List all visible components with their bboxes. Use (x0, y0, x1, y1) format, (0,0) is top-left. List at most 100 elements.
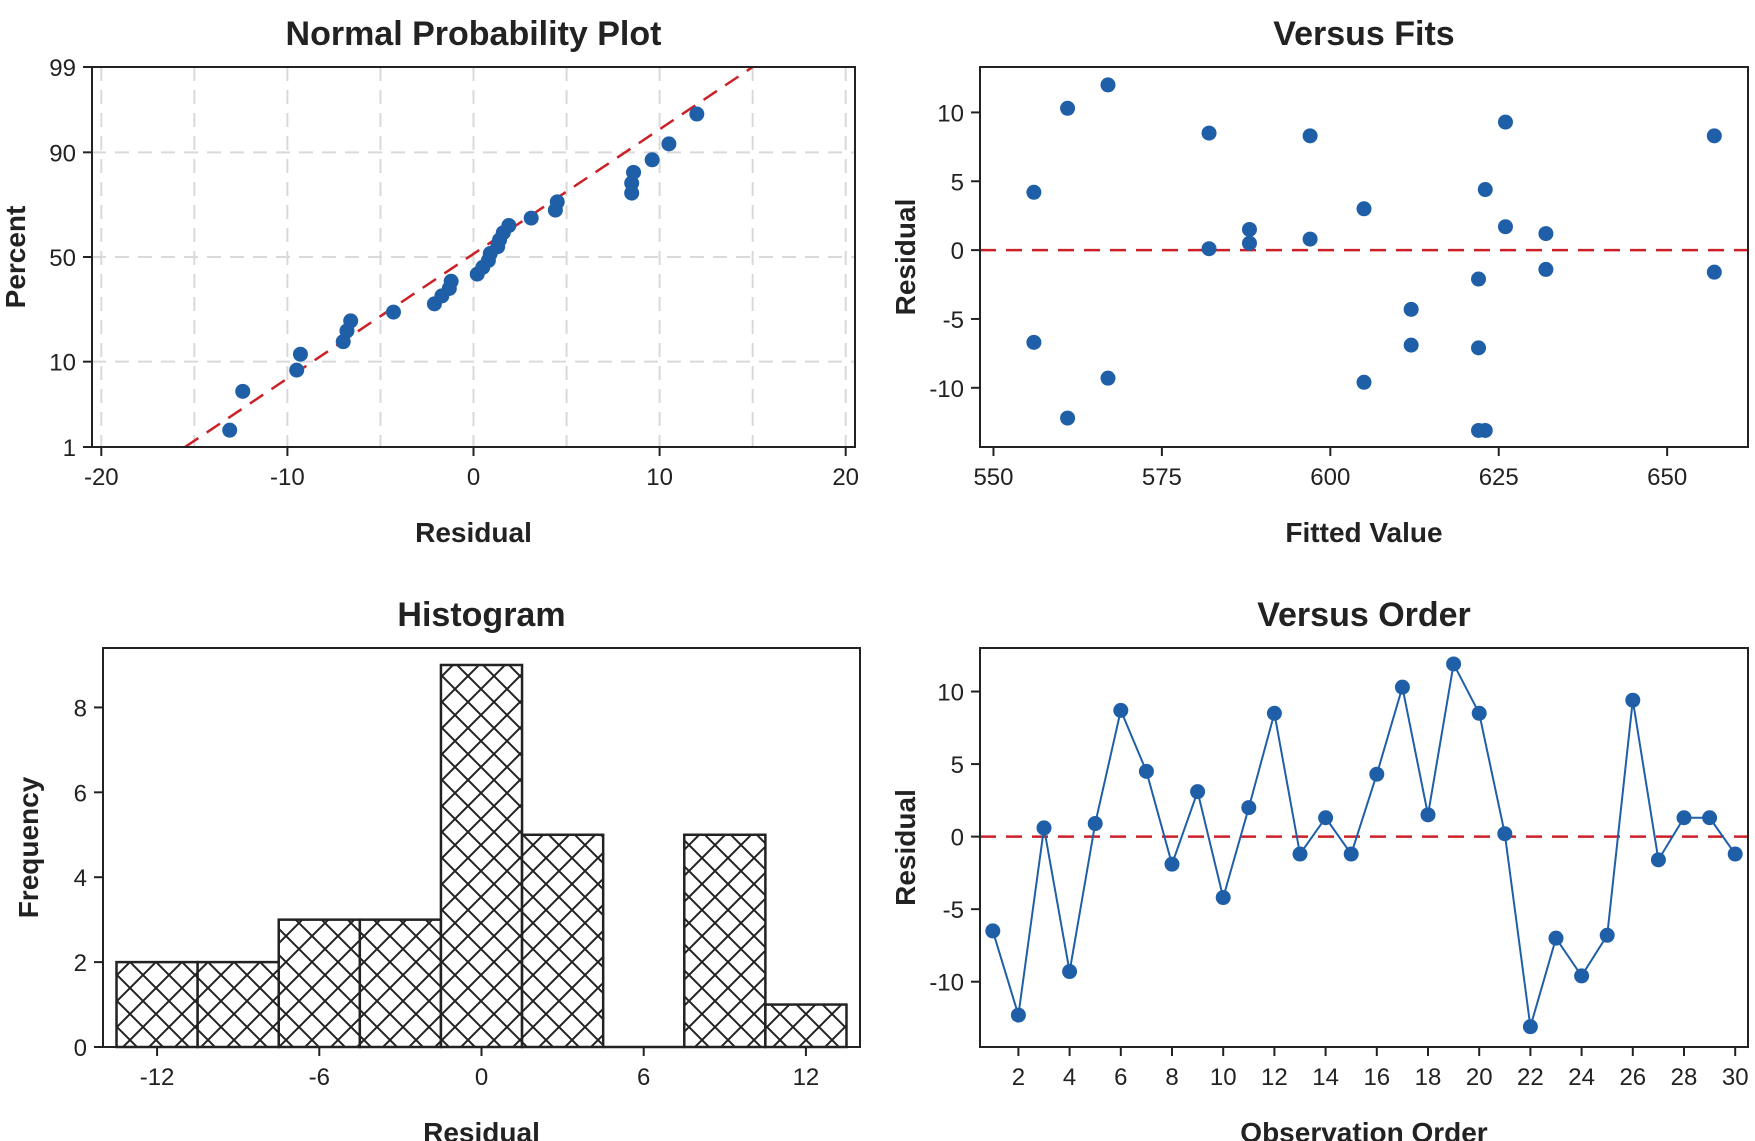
data-point (1201, 241, 1217, 257)
data-point (1138, 763, 1154, 779)
data-point (1241, 800, 1257, 816)
y-tick-label: 90 (49, 140, 76, 167)
histogram-bar (277, 918, 362, 1049)
data-point (626, 164, 642, 180)
data-point (443, 273, 459, 289)
data-point (292, 346, 308, 362)
data-point (1062, 964, 1078, 980)
y-tick-label: -5 (943, 307, 964, 334)
data-point (1164, 856, 1180, 872)
versus-order-panel: 2 4 6 8 10 12 14 16 18 20 22 24 26 28 30-10-50510Versu… (890, 596, 1749, 1141)
histogram-bar (115, 960, 199, 1049)
y-tick-label: -10 (929, 970, 964, 997)
normal-probability-plot-panel: -20 -10 0 10 20 1 10 50 90 99 Normal Probability P… (0, 15, 859, 548)
x-tick-label: 12 (793, 1064, 820, 1091)
data-point (1100, 77, 1116, 93)
y-axis-label: Residual (890, 199, 921, 316)
data-point (1497, 219, 1513, 235)
x-tick-label: 10 (1210, 1064, 1237, 1091)
data-point (1343, 846, 1359, 862)
x-tick-label: 20 (832, 464, 859, 491)
y-tick-label: 8 (74, 695, 87, 722)
x-tick-label: 6 (637, 1064, 650, 1091)
histogram-bar (683, 833, 767, 1049)
x-tick-label: 625 (1479, 464, 1519, 491)
data-point (1302, 231, 1318, 247)
data-point (1727, 846, 1743, 862)
y-tick-label: 6 (74, 780, 87, 807)
versus-fits-panel: 550 575 600 625 650 -10 -5 0 5 10 Versus Fits Fitte… (890, 15, 1749, 548)
x-tick-label: 12 (1261, 1064, 1288, 1091)
x-axis-label: Residual (415, 517, 532, 548)
data-point (1356, 201, 1372, 217)
histogram-bar (439, 663, 524, 1049)
data-point (1060, 410, 1076, 426)
data-point (1403, 301, 1419, 317)
x-tick-label: 18 (1415, 1064, 1442, 1091)
y-tick-label: -10 (929, 376, 964, 403)
data-point (1036, 820, 1052, 836)
data-point (1497, 826, 1513, 842)
chart-title: Versus Fits (1273, 15, 1454, 53)
data-point (1471, 340, 1487, 356)
data-point (1010, 1007, 1026, 1023)
data-point (523, 210, 539, 226)
y-tick-label: 50 (49, 245, 76, 272)
x-tick-label: 16 (1363, 1064, 1390, 1091)
data-point (1599, 927, 1615, 943)
data-point (1394, 679, 1410, 695)
histogram-bar (358, 918, 443, 1049)
plot-frame (979, 66, 1749, 448)
data-point (1706, 128, 1722, 144)
data-point (1215, 890, 1231, 906)
data-point (1060, 100, 1076, 116)
y-tick-label: 0 (951, 238, 964, 265)
data-point (549, 194, 565, 210)
y-tick-label: 5 (951, 169, 964, 196)
data-point (1420, 807, 1436, 823)
x-tick-label: -6 (309, 1064, 330, 1091)
data-point (1266, 705, 1282, 721)
histogram-panel: -12 -6 0 6 12 0 2 4 6 8 Histogram Residual Frequency (13, 596, 861, 1141)
data-point (1650, 852, 1666, 868)
x-tick-label: 2 (1012, 1064, 1025, 1091)
data-point (644, 152, 660, 168)
y-tick-label: 5 (951, 752, 964, 779)
x-tick-label: 0 (475, 1064, 488, 1091)
data-point (1522, 1019, 1538, 1035)
series-line (991, 660, 1737, 1027)
y-tick-label: 0 (74, 1035, 87, 1062)
x-tick-label: 575 (1142, 464, 1182, 491)
histogram-bar (764, 1003, 848, 1049)
data-point (235, 383, 251, 399)
data-point (222, 422, 238, 438)
data-point (385, 304, 401, 320)
data-point (1548, 930, 1564, 946)
data-point (289, 362, 305, 378)
data-point (1702, 810, 1718, 826)
data-point (1026, 184, 1042, 200)
data-point (1446, 656, 1462, 672)
x-axis-label: Observation Order (1240, 1117, 1488, 1141)
y-tick-label: 4 (74, 865, 87, 892)
x-axis-label: Fitted Value (1285, 517, 1442, 548)
data-point (1292, 846, 1308, 862)
data-point (1318, 810, 1334, 826)
data-point (1706, 264, 1722, 280)
y-tick-label: 0 (951, 825, 964, 852)
y-tick-label: 1 (63, 435, 76, 462)
chart-title: Versus Order (1257, 596, 1471, 634)
data-point (1477, 182, 1493, 198)
x-tick-label: 600 (1310, 464, 1350, 491)
y-tick-label: 10 (937, 100, 964, 127)
data-point (1403, 337, 1419, 353)
x-tick-label: 650 (1647, 464, 1687, 491)
x-tick-label: 550 (973, 464, 1013, 491)
histogram-bar (196, 960, 280, 1049)
data-point (1190, 784, 1206, 800)
x-tick-label: 30 (1722, 1064, 1749, 1091)
x-tick-label: 0 (467, 464, 480, 491)
data-point (1497, 114, 1513, 130)
